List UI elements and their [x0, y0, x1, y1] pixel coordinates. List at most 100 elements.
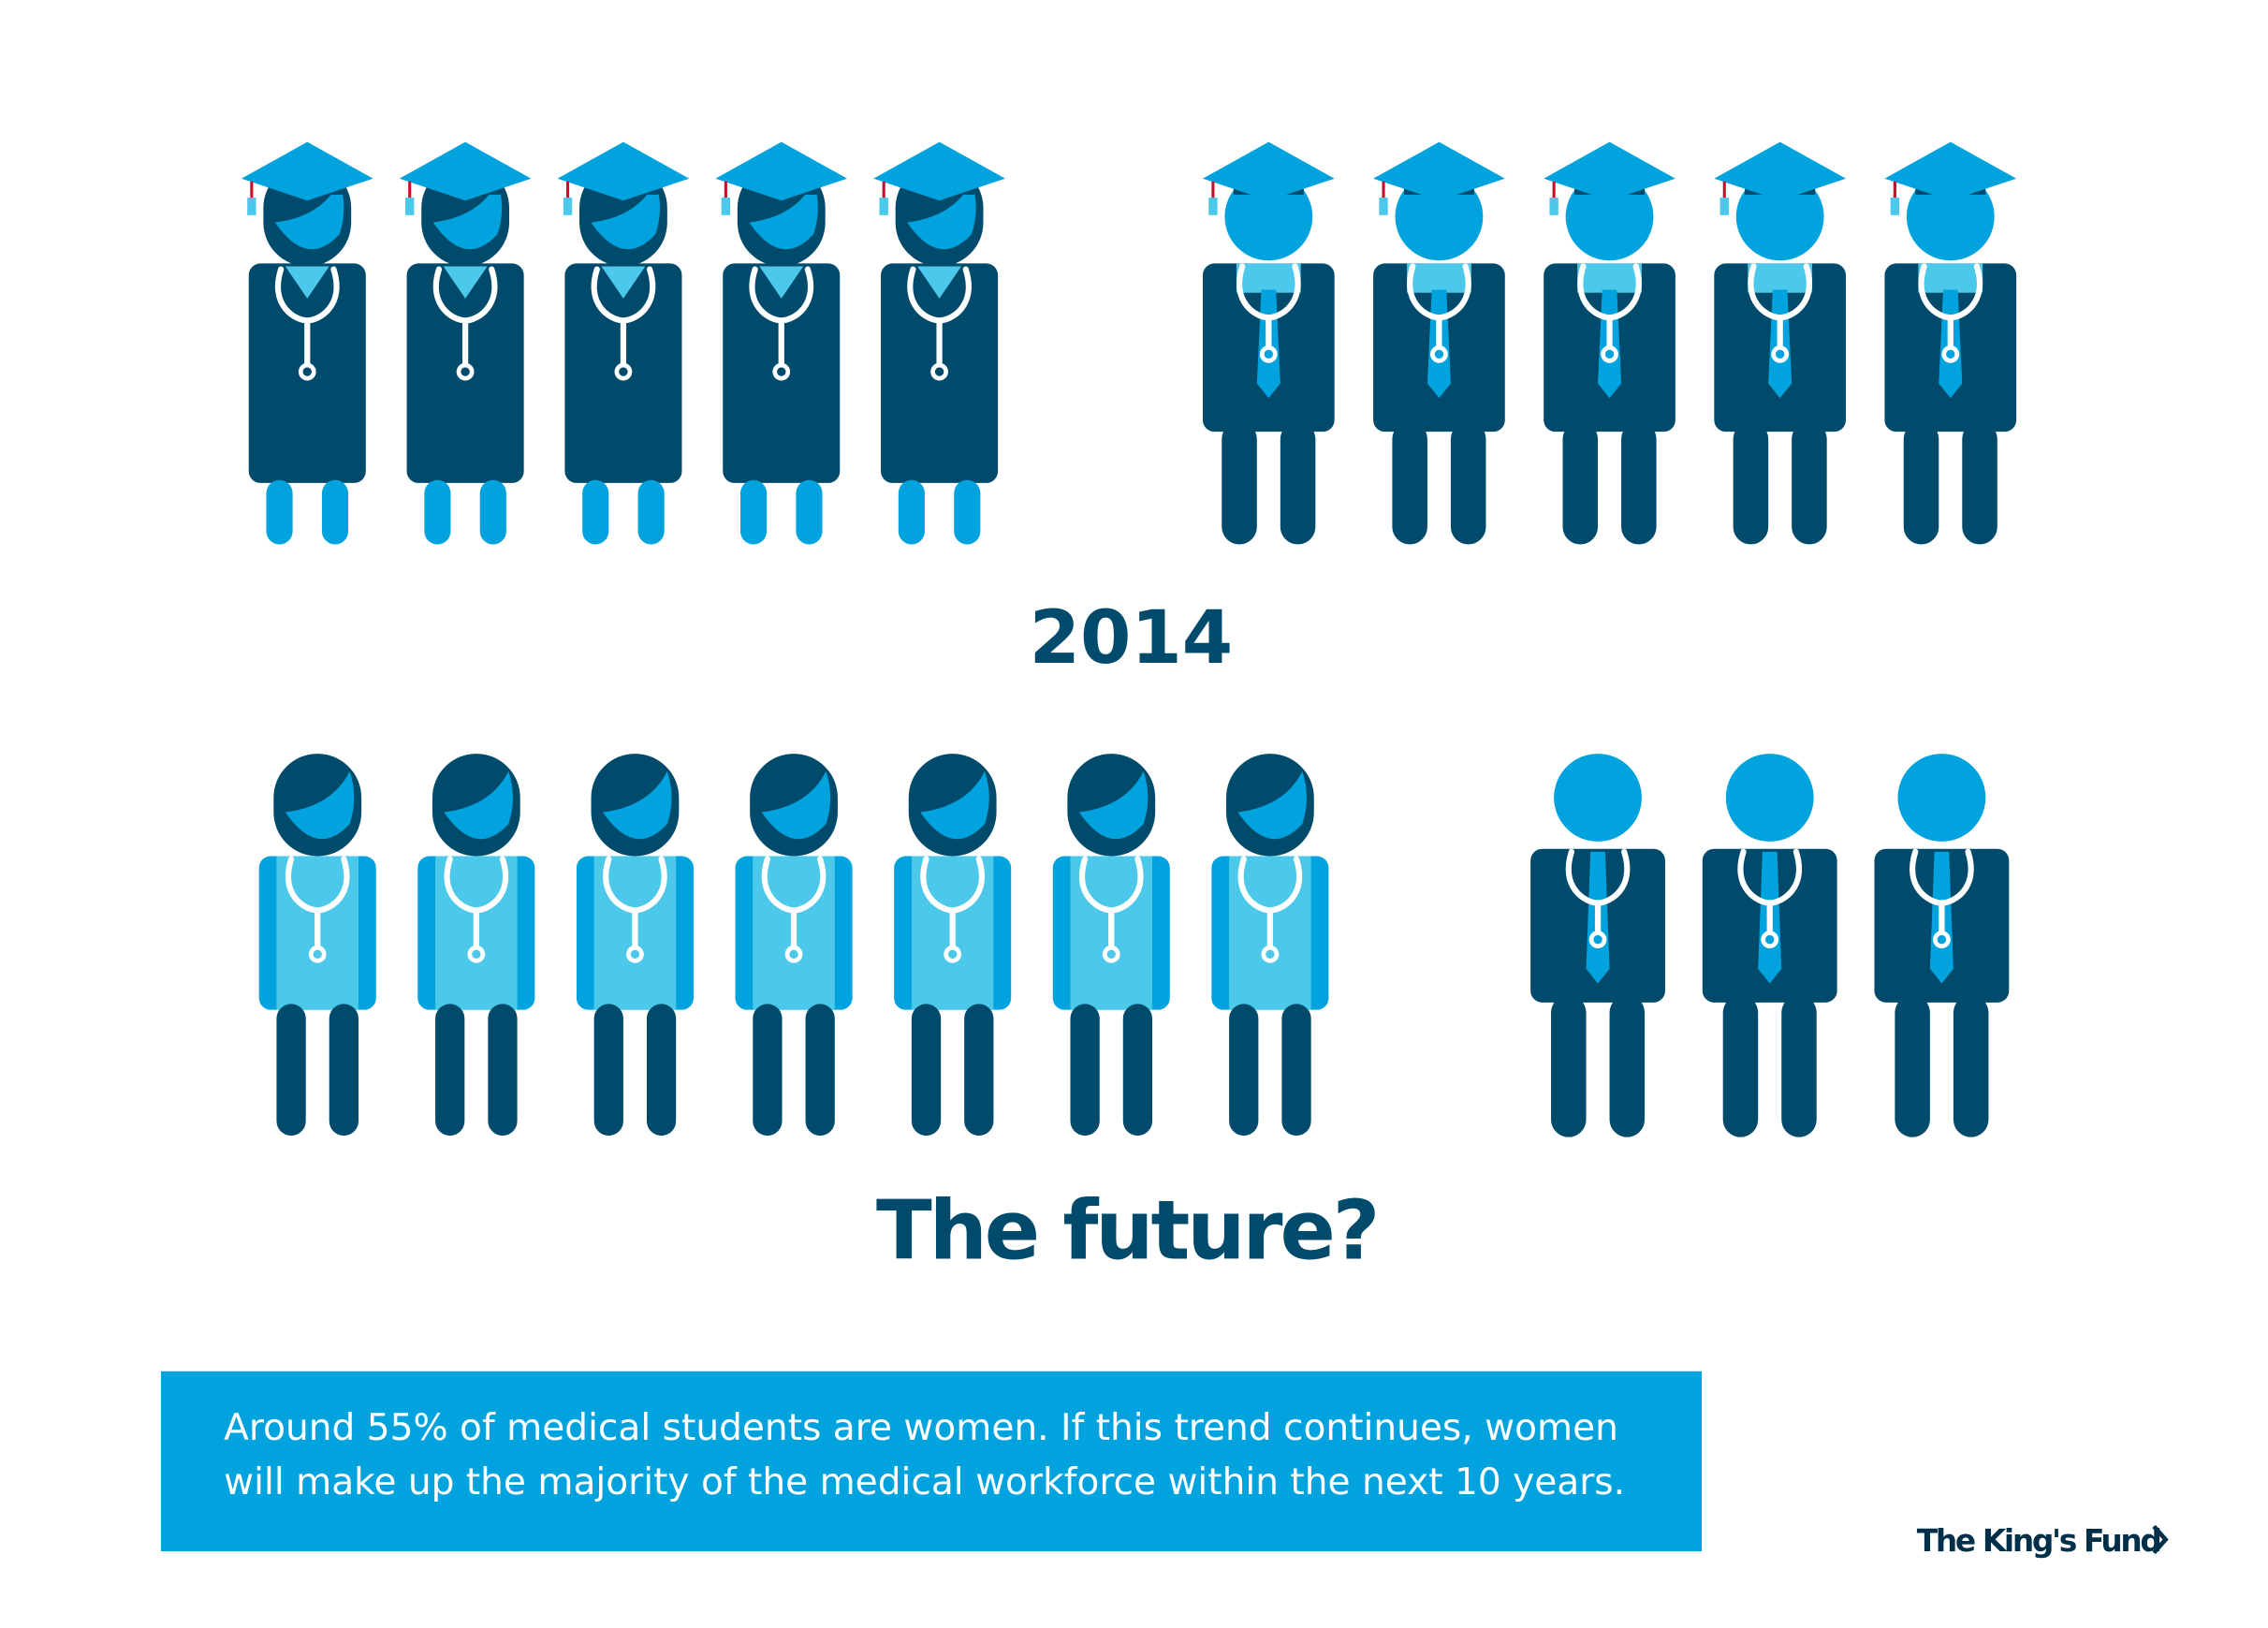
collar — [759, 266, 804, 299]
caption-box — [160, 1371, 1703, 1552]
stethoscope — [285, 856, 350, 950]
leg — [276, 1004, 306, 1137]
stethoscope-bell — [298, 362, 316, 381]
stethoscope — [1565, 848, 1631, 935]
stethoscope-bell — [1259, 345, 1278, 363]
woman-icon — [1211, 754, 1329, 1137]
woman-icon — [258, 754, 376, 1137]
face — [591, 181, 661, 250]
tassel-end — [563, 198, 573, 215]
head — [1897, 754, 1986, 842]
face — [444, 770, 513, 840]
tassel-end — [879, 198, 888, 215]
collar — [285, 266, 329, 299]
gown — [881, 263, 999, 483]
stethoscope — [444, 856, 509, 950]
face — [285, 770, 355, 840]
leg — [479, 479, 506, 545]
leg — [796, 479, 823, 545]
man-icon — [1714, 141, 1847, 545]
leg — [1551, 995, 1587, 1137]
stethoscope — [1577, 263, 1642, 350]
leg — [911, 1004, 942, 1137]
stethoscope — [749, 266, 814, 368]
stethoscope — [1737, 848, 1803, 935]
collar — [917, 266, 962, 299]
leg — [424, 479, 451, 545]
cap-board — [1884, 141, 2017, 201]
tassel-end — [721, 198, 731, 215]
leg — [1070, 1004, 1100, 1137]
stethoscope — [432, 266, 498, 368]
woman-icon — [241, 141, 373, 545]
leg — [1781, 995, 1817, 1137]
face — [749, 181, 818, 250]
leg — [1621, 421, 1657, 545]
logo-chevron — [2152, 1524, 2169, 1555]
leg — [753, 1004, 783, 1137]
woman-icon — [715, 141, 848, 545]
cap-board — [241, 141, 373, 201]
shirt — [1748, 263, 1813, 293]
tassel-end — [1208, 198, 1218, 215]
face — [907, 181, 976, 250]
woman-icon — [399, 141, 532, 545]
man-icon — [1874, 754, 2010, 1137]
stethoscope-bell — [1941, 345, 1960, 363]
stethoscope-bell — [308, 945, 327, 963]
stethoscope-bell — [1102, 945, 1120, 963]
gown — [406, 263, 524, 483]
face — [274, 181, 344, 250]
leg — [582, 479, 609, 545]
leg — [1280, 421, 1316, 545]
stethoscope-bell — [772, 362, 791, 381]
tassel-end — [1379, 198, 1388, 215]
stethoscope — [1236, 263, 1301, 350]
stethoscope — [907, 266, 972, 368]
cap-board — [1714, 141, 1847, 201]
leg — [637, 479, 665, 545]
woman-icon — [1052, 754, 1170, 1137]
tassel-end — [1549, 198, 1558, 215]
cap-board — [557, 141, 690, 201]
face — [1237, 770, 1307, 840]
stethoscope-bell — [456, 362, 475, 381]
face — [603, 770, 672, 840]
stethoscope-bell — [467, 945, 486, 963]
head — [1554, 754, 1642, 842]
stethoscope — [920, 856, 985, 950]
stethoscope — [591, 266, 656, 368]
leg — [1281, 1004, 1311, 1137]
tassel-end — [405, 198, 415, 215]
face — [920, 770, 989, 840]
tassel-end — [247, 198, 256, 215]
stethoscope-bell — [1588, 931, 1607, 949]
collar — [601, 266, 646, 299]
man-icon — [1373, 141, 1505, 545]
gown — [723, 263, 841, 483]
leg — [593, 1004, 623, 1137]
man-icon — [1544, 141, 1675, 545]
leg — [1229, 1004, 1259, 1137]
leg — [1222, 421, 1257, 545]
shirt — [1577, 263, 1642, 293]
woman-icon — [557, 141, 690, 545]
stethoscope-bell — [944, 945, 962, 963]
leg — [1562, 421, 1599, 545]
man-icon — [1202, 141, 1335, 545]
woman-icon — [873, 141, 1005, 545]
stethoscope-bell — [784, 945, 803, 963]
stethoscope — [603, 856, 667, 950]
leg — [1733, 421, 1769, 545]
man-icon — [1530, 754, 1665, 1137]
leg — [805, 1004, 835, 1137]
stethoscope-bell — [1261, 945, 1280, 963]
leg — [739, 479, 768, 545]
collar — [443, 266, 488, 299]
man-icon — [1884, 141, 2017, 545]
leg — [1722, 995, 1759, 1137]
gown — [248, 263, 366, 483]
leg — [1450, 421, 1486, 545]
cap-board — [399, 141, 532, 201]
stethoscope-bell — [1601, 345, 1618, 363]
